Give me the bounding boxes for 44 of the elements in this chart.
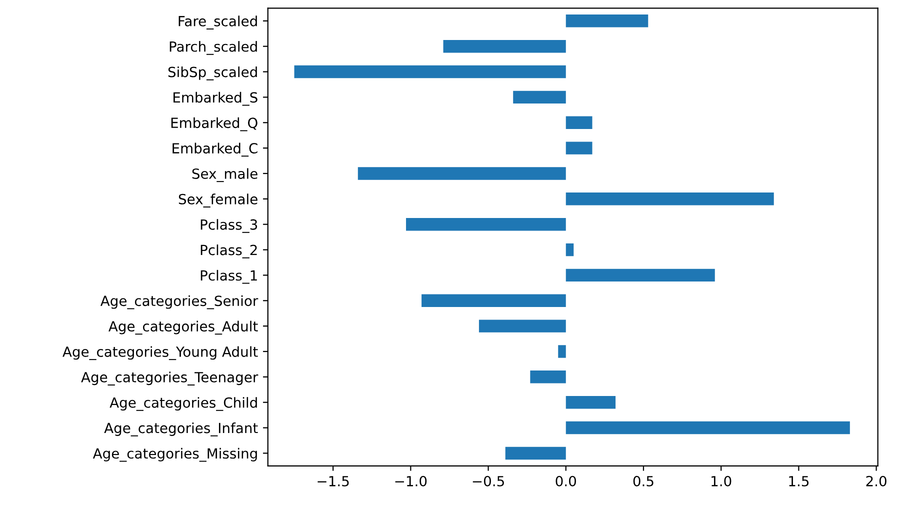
x-tick-label: −1.0 (395, 476, 427, 486)
x-tick-label: 0.5 (633, 476, 654, 486)
bar (294, 65, 566, 78)
y-tick-label: Sex_female (178, 194, 258, 208)
y-tick-label: Pclass_3 (200, 219, 258, 233)
bar (505, 446, 566, 460)
x-tick-label: 0.0 (556, 476, 576, 486)
x-tick-label: 1.0 (712, 476, 732, 486)
y-tick-label: Age_categories_Young Adult (62, 346, 258, 360)
y-tick-label: Age_categories_Adult (108, 320, 258, 335)
bar (530, 370, 566, 384)
x-tick-label: −0.5 (472, 476, 504, 486)
bar (443, 40, 566, 53)
bar (566, 421, 850, 434)
y-tick-label: Parch_scaled (170, 41, 257, 55)
y-tick-label: Pclass_1 (200, 270, 257, 284)
y-tick-label: Embarked_C (172, 142, 258, 157)
bar (422, 294, 566, 307)
bar (358, 167, 566, 180)
bar (566, 14, 648, 28)
y-tick-label: Embarked_Q (171, 117, 258, 132)
bar (406, 218, 566, 231)
bar (566, 116, 592, 129)
bar (558, 345, 566, 358)
y-tick-label: Age_categories_Senior (100, 295, 258, 310)
bar (566, 243, 574, 256)
y-tick-label: Pclass_2 (200, 244, 257, 258)
y-tick-label: Age_categories_Teenager (81, 372, 258, 386)
y-tick-label: Age_categories_Missing (92, 448, 257, 462)
bar (566, 396, 616, 409)
y-tick-label: Embarked_S (174, 92, 258, 106)
bar (566, 192, 774, 206)
x-tick-label: 2.0 (866, 476, 886, 486)
y-tick-label: SibSp_scaled (168, 66, 257, 80)
bar (478, 320, 566, 332)
y-tick-label: Sex_male (192, 168, 258, 182)
bar (566, 268, 715, 282)
bar (513, 90, 566, 104)
x-tick-label: −1.5 (318, 476, 349, 486)
x-tick-label: 1.5 (789, 476, 809, 486)
y-tick-label: Age_categories_Infant (104, 422, 258, 436)
y-tick-label: Age_categories_Child (110, 397, 257, 411)
bar (566, 142, 592, 154)
y-tick-label: Fare_scaled (178, 16, 257, 30)
